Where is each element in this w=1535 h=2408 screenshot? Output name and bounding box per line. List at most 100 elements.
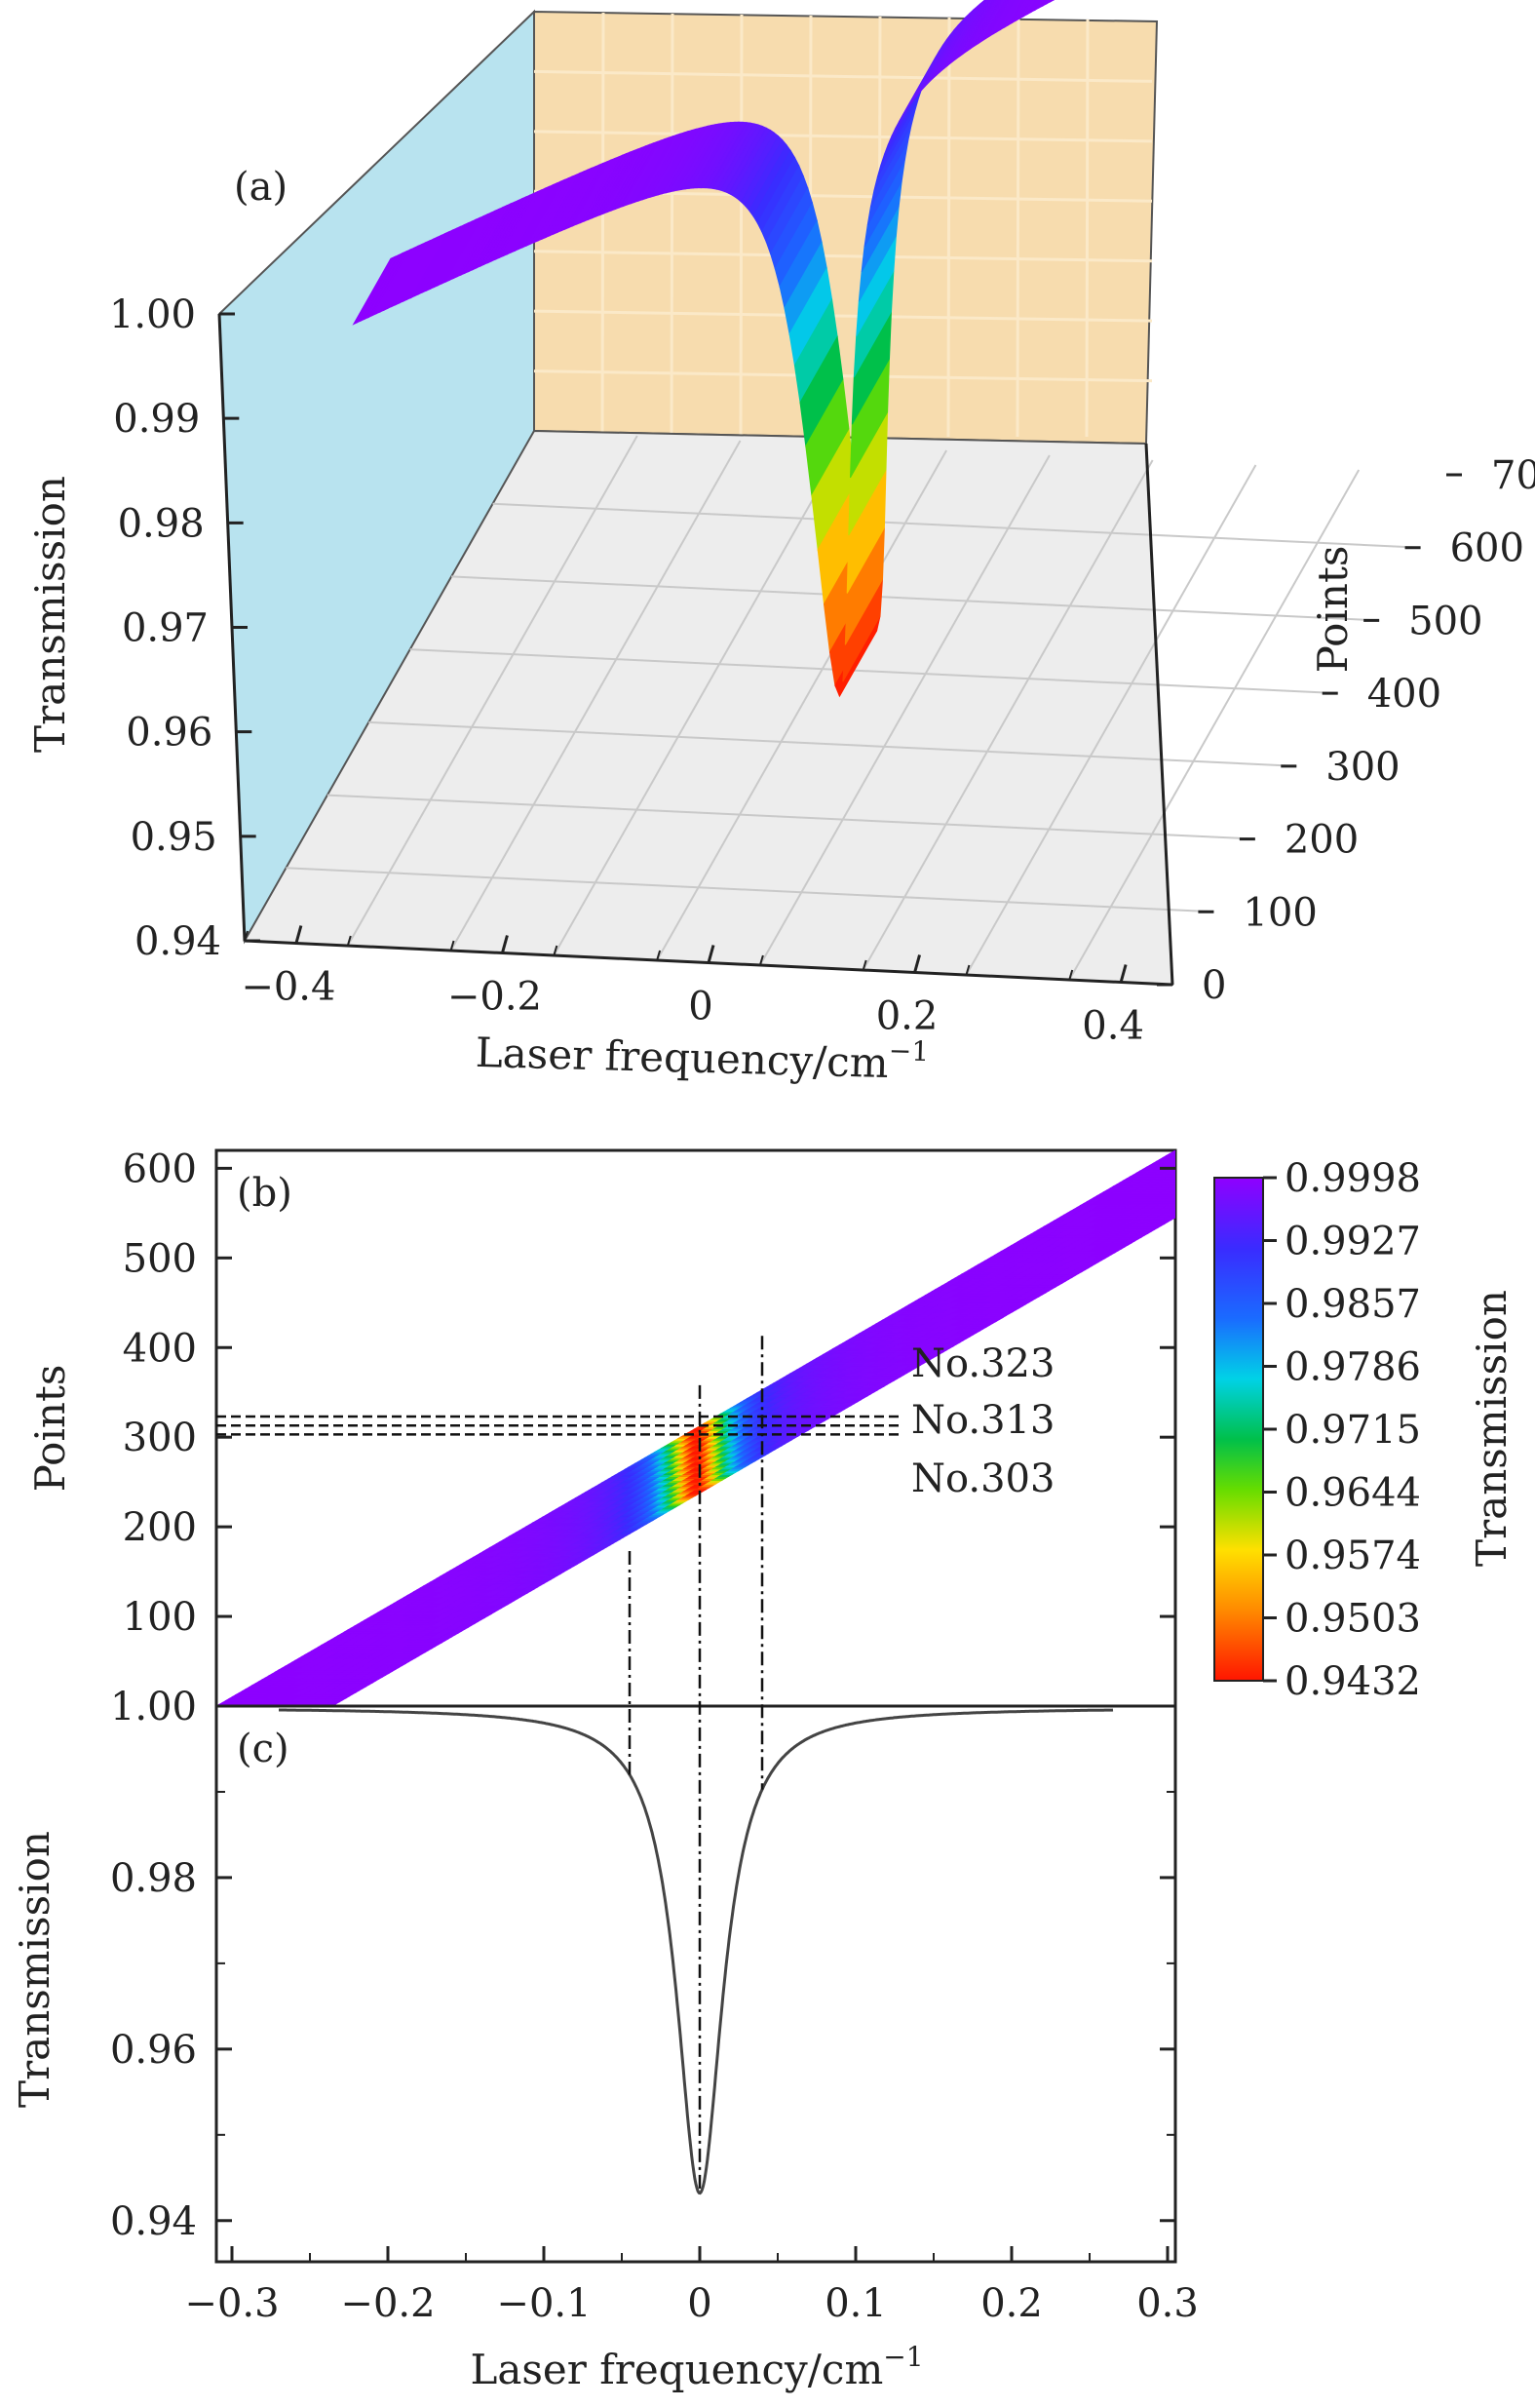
heatmap-cell (1237, 1169, 1249, 1171)
heatmap-cell (1250, 1155, 1263, 1157)
heatmap-cell (1289, 1144, 1302, 1146)
colorbar-tick-label: 0.9786 (1285, 1345, 1421, 1390)
heatmap-cell (1224, 1165, 1237, 1167)
heatmap-cell (1185, 1171, 1198, 1173)
heatmap-cell (1231, 1167, 1244, 1169)
heatmap-cell (1284, 1137, 1296, 1139)
depth-tick-label: 0 (1202, 963, 1226, 1008)
heatmap-cell (1176, 1147, 1189, 1149)
heatmap-cell (1185, 1183, 1198, 1185)
heatmap-cell (1300, 1133, 1313, 1135)
heatmap-cell (1228, 1151, 1241, 1153)
panel-c-label: (c) (237, 1727, 289, 1771)
heatmap-cell (1235, 1137, 1247, 1139)
heatmap-cell (1179, 1157, 1192, 1159)
heatmap-cell (1241, 1161, 1253, 1163)
heatmap-cell (1264, 1142, 1277, 1144)
heatmap-cell (1293, 1137, 1306, 1139)
panel-a-transmission-surface (352, 0, 1055, 698)
heatmap-cell (1180, 1207, 1193, 1209)
x-tick-label: 0.2 (980, 2281, 1043, 2326)
heatmap-cell (1263, 1153, 1276, 1155)
heatmap-cell (1214, 1171, 1227, 1173)
heatmap-cell (1221, 1155, 1234, 1157)
heatmap-cell (1245, 1142, 1257, 1144)
x-tick-label: −0.4 (241, 965, 335, 1010)
x-tick-label: 0 (687, 2281, 711, 2326)
heatmap-cell (1179, 1175, 1192, 1177)
heatmap-cell (1222, 1144, 1235, 1146)
depth-tick-label: 700 (1491, 453, 1535, 498)
floor-grid-line (1068, 469, 1361, 981)
heatmap-cell (1173, 1172, 1175, 1174)
heatmap-cell (1218, 1157, 1231, 1159)
heatmap-cell (1212, 1144, 1225, 1146)
floor-grid-line (656, 449, 947, 961)
colorbar-tick-label: 0.9574 (1285, 1534, 1421, 1578)
heatmap-cell (1251, 1139, 1264, 1141)
heatmap-cell (1202, 1155, 1214, 1157)
heatmap-cell (1245, 1137, 1257, 1139)
heatmap-cell (1195, 1183, 1208, 1185)
heatmap-cell (1224, 1171, 1237, 1173)
heatmap-cell (1189, 1169, 1202, 1171)
panel-c-x-axis-title-exp: −1 (883, 2341, 923, 2373)
heatmap-cell (1241, 1155, 1253, 1157)
heatmap-cell (1198, 1191, 1210, 1193)
heatmap-cell (1196, 1142, 1209, 1144)
heatmap-cell (1215, 1137, 1228, 1139)
heatmap-cell (1209, 1135, 1222, 1137)
surface-segment (978, 0, 1006, 45)
heatmap-cell (1200, 1135, 1212, 1137)
x-tick-label: 0.3 (1136, 2281, 1199, 2326)
panel-c-x-axis-title-text: Laser frequency/cm (470, 2346, 883, 2393)
heatmap-cell (1230, 1173, 1243, 1175)
heatmap-cell (1194, 1188, 1207, 1190)
panel-a-depth-ticks: 700 600 500 400 300 200 100 0 (1157, 453, 1535, 1008)
heatmap-cell (1199, 1151, 1211, 1153)
heatmap-cell (1173, 1178, 1175, 1180)
annotation-label: No.303 (911, 1456, 1055, 1501)
heatmap-cell (1179, 1151, 1192, 1153)
x-tick-mark (707, 945, 715, 963)
back-grid-line (533, 130, 1153, 143)
heatmap-cell (1209, 1157, 1221, 1159)
heatmap-cell (1310, 1133, 1323, 1135)
panel-a-depth-axis-line (1144, 443, 1174, 986)
heatmap-cell (1284, 1142, 1296, 1144)
heatmap-cell (1201, 1190, 1213, 1192)
heatmap-cell (1290, 1133, 1303, 1135)
annotation-label: No.323 (911, 1341, 1055, 1386)
heatmap-cell (1203, 1139, 1215, 1141)
heatmap-cell (1299, 1139, 1312, 1141)
surface-segment (1049, 0, 1055, 3)
heatmap-cell (1197, 1137, 1209, 1139)
surface-segment (970, 0, 1001, 50)
heatmap-cell (1221, 1173, 1234, 1175)
heatmap-cell (1199, 1163, 1211, 1165)
heatmap-cell (1199, 1157, 1211, 1159)
heatmap-cell (1270, 1144, 1283, 1146)
heatmap-cell (1264, 1147, 1277, 1149)
floor-grid-line (326, 794, 1255, 840)
floor-grid-line (862, 459, 1154, 971)
panel-a-depth-axis-title: Points (1309, 546, 1357, 674)
heatmap-cell (1186, 1165, 1199, 1167)
heatmap-cell (1184, 1193, 1197, 1195)
panel-b-label: (b) (237, 1171, 292, 1216)
x-minor-tick (862, 959, 867, 971)
heatmap-cell (1280, 1149, 1292, 1151)
heatmap-cell (1189, 1157, 1202, 1159)
heatmap-cell (1184, 1205, 1197, 1207)
x-minor-tick (758, 954, 764, 966)
heatmap-cell (1202, 1167, 1214, 1169)
heatmap-cell (1218, 1163, 1231, 1165)
heatmap-cell (1189, 1163, 1202, 1165)
heatmap-cell (1195, 1171, 1208, 1173)
heatmap-cell (1179, 1163, 1192, 1165)
heatmap-cell (1180, 1146, 1193, 1147)
heatmap-cell (1206, 1159, 1218, 1161)
heatmap-cell (1209, 1151, 1221, 1153)
heatmap-cell (1247, 1146, 1260, 1147)
surface-segment (1042, 0, 1050, 7)
